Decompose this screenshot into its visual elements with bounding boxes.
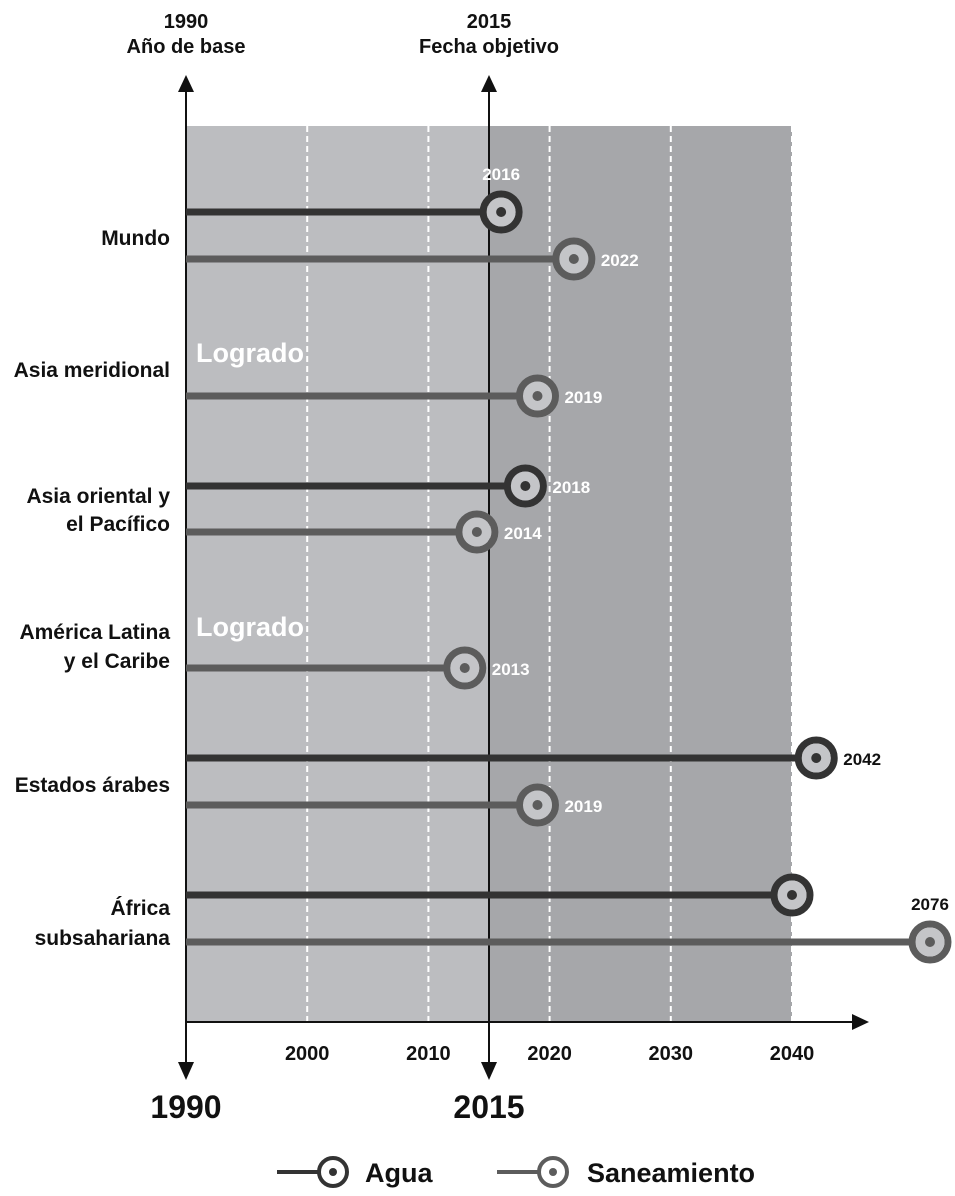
legend-saneamiento-dot xyxy=(549,1168,557,1176)
agua-year-label: 2018 xyxy=(552,478,590,497)
arrow-down-1990 xyxy=(178,1062,194,1080)
x-main-label: 1990 xyxy=(150,1089,221,1125)
region-label: subsahariana xyxy=(35,927,171,950)
top-marker-year: 1990 xyxy=(164,11,209,33)
agua-marker-dot xyxy=(496,207,507,217)
saneamiento-marker-dot xyxy=(532,391,543,401)
agua-marker-dot xyxy=(520,481,531,491)
region-label: y el Caribe xyxy=(64,650,170,673)
region-label: Mundo xyxy=(101,227,170,250)
x-tick-label: 2030 xyxy=(649,1043,694,1065)
arrow-right-x xyxy=(852,1014,869,1030)
x-tick-label: 2000 xyxy=(285,1043,330,1065)
saneamiento-marker xyxy=(443,646,487,690)
legend-agua-dot xyxy=(329,1168,337,1176)
x-tick-label: 2040 xyxy=(770,1043,815,1065)
saneamiento-marker-dot xyxy=(459,663,470,673)
agua-marker-dot xyxy=(811,753,822,763)
region-label: el Pacífico xyxy=(66,513,170,536)
saneamiento-marker-dot xyxy=(471,527,482,537)
arrow-down-2015 xyxy=(481,1062,497,1080)
agua-year-label: 2040 xyxy=(819,887,857,906)
saneamiento-year-label: 2014 xyxy=(504,524,542,543)
saneamiento-marker-dot xyxy=(925,937,935,947)
agua-marker xyxy=(503,464,547,508)
x-tick-label: 2010 xyxy=(406,1043,451,1065)
region-label: Asia meridional xyxy=(14,359,170,382)
saneamiento-marker xyxy=(552,237,596,281)
arrow-up-1990 xyxy=(178,75,194,92)
region-label: América Latina xyxy=(19,621,170,644)
saneamiento-marker xyxy=(908,920,952,964)
achieved-label: Logrado xyxy=(196,612,304,642)
region-label: Asia oriental y xyxy=(26,485,170,508)
saneamiento-year-label: 2019 xyxy=(564,797,602,816)
region-label: África xyxy=(110,897,170,920)
saneamiento-marker-dot xyxy=(568,254,579,264)
saneamiento-year-label: 2013 xyxy=(492,660,530,679)
saneamiento-marker xyxy=(515,783,559,827)
agua-marker xyxy=(770,873,814,917)
panel-pre-target xyxy=(186,126,489,1022)
legend-saneamiento-label: Saneamiento xyxy=(587,1158,755,1188)
agua-marker xyxy=(794,736,838,780)
saneamiento-marker xyxy=(455,510,499,554)
agua-year-label: 2042 xyxy=(843,750,881,769)
agua-marker-dot xyxy=(787,890,797,900)
saneamiento-year-label: 2022 xyxy=(601,251,639,270)
arrow-up-2015 xyxy=(481,75,497,92)
saneamiento-year-label: 2076 xyxy=(911,895,949,914)
x-tick-label: 2020 xyxy=(527,1043,572,1065)
agua-marker xyxy=(479,190,523,234)
achieved-label: Logrado xyxy=(196,338,304,368)
saneamiento-marker xyxy=(515,374,559,418)
saneamiento-year-label: 2019 xyxy=(564,388,602,407)
panel-post-target xyxy=(489,126,792,1022)
agua-year-label: 2016 xyxy=(482,165,520,184)
top-marker-label: Año de base xyxy=(127,36,246,58)
top-marker-year: 2015 xyxy=(467,11,512,33)
region-label: Estados árabes xyxy=(15,774,170,797)
x-main-label: 2015 xyxy=(453,1089,524,1125)
legend-agua-label: Agua xyxy=(365,1158,433,1188)
top-marker-label: Fecha objetivo xyxy=(419,36,559,58)
saneamiento-marker-dot xyxy=(532,800,543,810)
